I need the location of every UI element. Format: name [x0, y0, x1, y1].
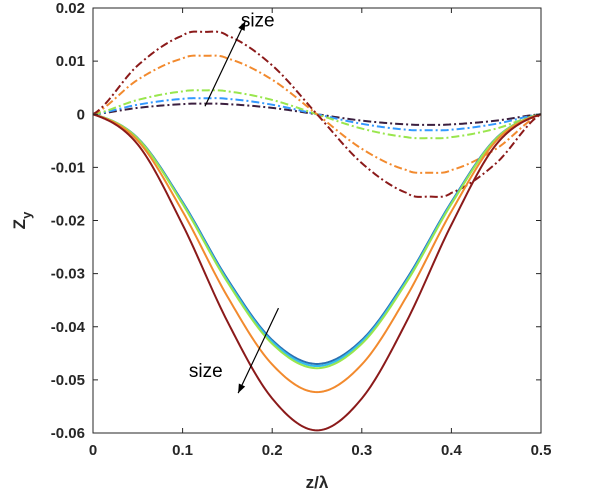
y-tick-label: -0.05 [51, 372, 85, 389]
x-tick-label: 0.2 [262, 442, 283, 459]
y-tick-label: 0.01 [56, 53, 85, 70]
y-tick-label: 0 [77, 106, 85, 123]
x-tick-label: 0.1 [172, 442, 193, 459]
y-tick-label: -0.03 [51, 266, 85, 283]
x-axis-title: z/λ [306, 473, 329, 492]
x-tick-label: 0.5 [531, 442, 552, 459]
y-tick-label: -0.06 [51, 425, 85, 442]
series-layer [92, 30, 542, 432]
y-tick-label: -0.01 [51, 159, 85, 176]
annotation-arrow-shaft [237, 307, 280, 394]
axes-layer: 0 0.1 0.2 0.3 0.4 0.5 0.02 0.01 0 -0.01 -0.02 -0.03… [10, 0, 551, 492]
annotation-arrowhead [238, 21, 246, 31]
x-tick-label: 0 [89, 442, 97, 459]
solid-series-line-9 [92, 113, 542, 432]
annotation-label: size [189, 361, 223, 382]
y-tick-label: 0.02 [56, 0, 85, 17]
annotation-layer: size size [189, 11, 280, 394]
x-tick-label: 0.3 [351, 442, 372, 459]
y-tick-label: -0.04 [51, 319, 86, 336]
y-axis-title: Zy [10, 211, 34, 229]
annotation-arrow-shaft [204, 21, 246, 107]
x-tick-label: 0.4 [441, 442, 463, 459]
solid-series-line-7 [92, 113, 542, 370]
dashdot-series-line-3 [92, 54, 542, 174]
y-tick-label: -0.02 [51, 213, 85, 230]
solid-series-line-8 [92, 113, 542, 394]
annotation-label: size [241, 11, 275, 32]
annotation-arrowhead [238, 383, 246, 394]
